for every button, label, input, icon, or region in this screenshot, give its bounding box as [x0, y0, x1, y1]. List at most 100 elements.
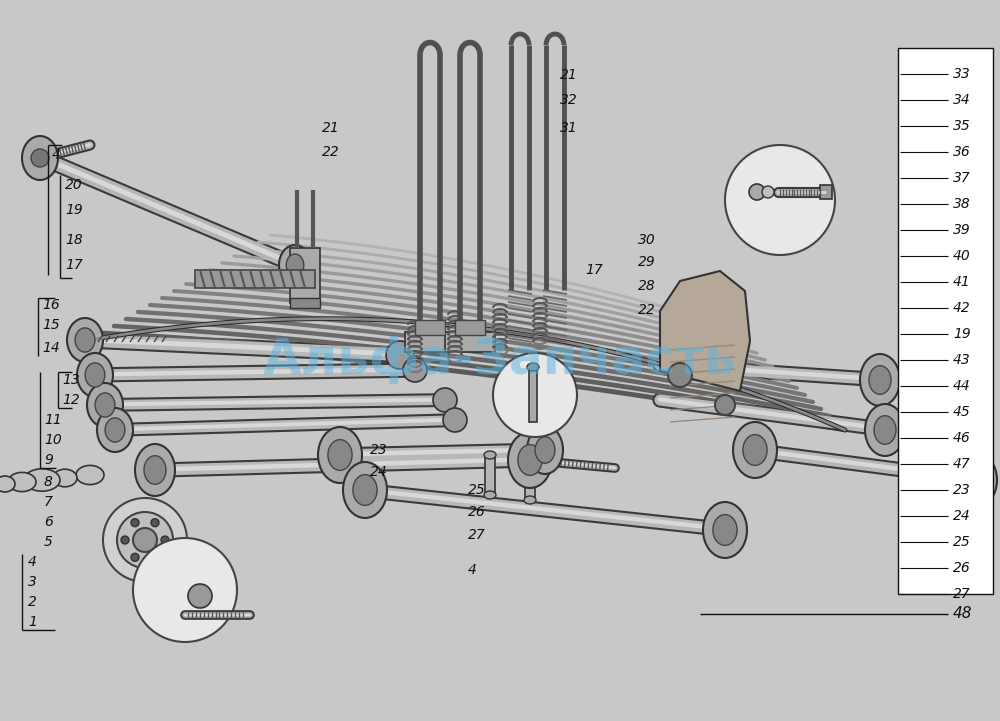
Ellipse shape	[87, 383, 123, 427]
Bar	[445, 332, 495, 352]
Text: 19: 19	[65, 203, 83, 217]
Text: 19: 19	[953, 327, 971, 341]
Bar	[415, 320, 445, 335]
Text: 21: 21	[322, 121, 340, 135]
Ellipse shape	[433, 388, 457, 412]
Ellipse shape	[869, 366, 891, 394]
Text: 22: 22	[322, 145, 340, 159]
Bar	[485, 455, 495, 495]
Ellipse shape	[443, 408, 467, 432]
Circle shape	[493, 353, 577, 437]
Text: 42: 42	[953, 301, 971, 315]
Text: 31: 31	[560, 121, 578, 135]
Text: 20: 20	[65, 178, 83, 192]
Ellipse shape	[343, 462, 387, 518]
Text: 12: 12	[62, 393, 80, 407]
Text: 30: 30	[638, 233, 656, 247]
Ellipse shape	[524, 456, 536, 464]
Bar	[529, 368, 537, 422]
Text: 25: 25	[468, 483, 486, 497]
Circle shape	[161, 536, 169, 544]
Bar	[290, 298, 320, 308]
Text: 24: 24	[370, 465, 388, 479]
Ellipse shape	[279, 245, 311, 285]
Text: 27: 27	[468, 528, 486, 542]
Text: 28: 28	[638, 279, 656, 293]
Ellipse shape	[527, 426, 563, 474]
Text: 33: 33	[953, 67, 971, 81]
Text: 9: 9	[44, 453, 53, 467]
Text: 37: 37	[953, 171, 971, 185]
Text: 23: 23	[953, 483, 971, 497]
Ellipse shape	[75, 328, 95, 352]
Text: 48: 48	[953, 606, 972, 622]
Ellipse shape	[527, 363, 539, 371]
Text: 32: 32	[560, 93, 578, 107]
Text: 3: 3	[28, 575, 37, 589]
Text: 21: 21	[560, 68, 578, 82]
Text: 25: 25	[953, 535, 971, 549]
Ellipse shape	[535, 437, 555, 463]
Text: 24: 24	[953, 509, 971, 523]
Circle shape	[725, 145, 835, 255]
Bar	[290, 248, 320, 303]
Text: 22: 22	[638, 303, 656, 317]
Ellipse shape	[713, 515, 737, 545]
Text: 23: 23	[370, 443, 388, 457]
Ellipse shape	[484, 451, 496, 459]
Text: 26: 26	[953, 561, 971, 575]
Ellipse shape	[53, 469, 77, 487]
Ellipse shape	[0, 476, 15, 492]
Text: 16: 16	[42, 298, 60, 312]
Text: 35: 35	[953, 119, 971, 133]
Ellipse shape	[76, 465, 104, 485]
Text: Альфа-Запчасть: Альфа-Запчасть	[263, 337, 737, 384]
Circle shape	[151, 518, 159, 526]
Circle shape	[131, 518, 139, 526]
Ellipse shape	[874, 416, 896, 444]
Text: 15: 15	[42, 318, 60, 332]
Ellipse shape	[762, 186, 774, 198]
Text: 11: 11	[44, 413, 62, 427]
Ellipse shape	[22, 136, 58, 180]
Text: 36: 36	[953, 145, 971, 159]
Ellipse shape	[95, 393, 115, 417]
Text: 46: 46	[953, 431, 971, 445]
Polygon shape	[660, 271, 750, 391]
Text: 40: 40	[953, 249, 971, 263]
Bar	[455, 320, 485, 335]
Ellipse shape	[386, 341, 414, 369]
Ellipse shape	[353, 474, 377, 505]
Circle shape	[668, 363, 692, 387]
Ellipse shape	[188, 584, 212, 608]
Ellipse shape	[963, 464, 987, 495]
Text: 17: 17	[585, 263, 603, 277]
Circle shape	[131, 553, 139, 562]
Circle shape	[133, 538, 237, 642]
Circle shape	[151, 553, 159, 562]
Circle shape	[133, 528, 157, 552]
Bar	[820, 185, 832, 199]
Ellipse shape	[77, 353, 113, 397]
Ellipse shape	[144, 456, 166, 485]
Text: 43: 43	[953, 353, 971, 367]
Ellipse shape	[865, 404, 905, 456]
Ellipse shape	[524, 496, 536, 504]
Text: 5: 5	[44, 535, 53, 549]
Ellipse shape	[135, 444, 175, 496]
Circle shape	[715, 395, 735, 415]
Ellipse shape	[953, 452, 997, 508]
Bar	[195, 270, 315, 288]
Circle shape	[117, 512, 173, 568]
Ellipse shape	[743, 435, 767, 465]
Text: 17: 17	[65, 258, 83, 272]
Text: 39: 39	[953, 223, 971, 237]
Ellipse shape	[749, 184, 765, 200]
Bar	[898, 48, 993, 594]
Ellipse shape	[85, 363, 105, 387]
Ellipse shape	[860, 354, 900, 406]
Ellipse shape	[31, 149, 49, 167]
Text: 2: 2	[28, 595, 37, 609]
Ellipse shape	[105, 418, 125, 442]
Text: 26: 26	[468, 505, 486, 519]
